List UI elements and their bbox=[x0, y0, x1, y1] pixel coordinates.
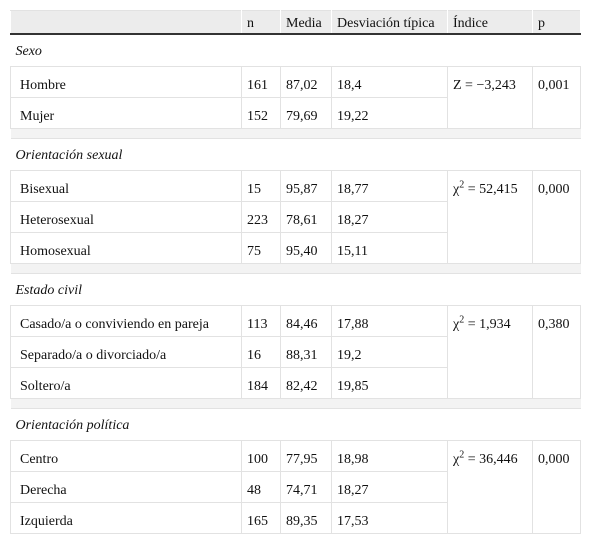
row-label: Casado/a o conviviendo en pareja bbox=[10, 305, 242, 337]
cell: 87,02 bbox=[280, 66, 332, 98]
index-cell: χ2 = 36,446 bbox=[447, 440, 533, 534]
cell: 161 bbox=[241, 66, 281, 98]
cell: 223 bbox=[241, 201, 281, 233]
cell: 165 bbox=[241, 502, 281, 534]
cell: 18,98 bbox=[331, 440, 448, 472]
index-cell: χ2 = 1,934 bbox=[447, 305, 533, 399]
cell: 77,95 bbox=[280, 440, 332, 472]
p-cell: 0,001 bbox=[532, 66, 581, 129]
spacer-cell bbox=[10, 128, 581, 139]
cell: 75 bbox=[241, 232, 281, 264]
cell: 79,69 bbox=[280, 97, 332, 129]
cell: 19,2 bbox=[331, 336, 448, 368]
cell: 95,40 bbox=[280, 232, 332, 264]
section-row: Estado civil bbox=[10, 273, 581, 306]
data-row: Heterosexual 223 78,61 18,27 bbox=[10, 201, 581, 233]
index-prefix: Z = −3,243 bbox=[453, 78, 516, 93]
cell: 48 bbox=[241, 471, 281, 503]
spacer-row bbox=[10, 398, 581, 409]
header-cell: n bbox=[241, 10, 281, 35]
index-value: = 1,934 bbox=[464, 317, 511, 332]
data-row: Casado/a o conviviendo en pareja 113 84,46… bbox=[10, 305, 581, 399]
header-cell: p bbox=[532, 10, 581, 35]
header-cell: Media bbox=[280, 10, 332, 35]
cell: 18,27 bbox=[331, 471, 448, 503]
spacer-row bbox=[10, 128, 581, 139]
row-label: Soltero/a bbox=[10, 367, 242, 399]
header-cell bbox=[10, 10, 242, 35]
section-row: Orientación sexual bbox=[10, 138, 581, 171]
index-power: 2 bbox=[459, 314, 465, 326]
cell: 95,87 bbox=[280, 170, 332, 202]
data-row: Izquierda 165 89,35 17,53 bbox=[10, 502, 581, 534]
data-row: Centro 100 77,95 18,98 χ2 = 36,446 0,000 bbox=[10, 440, 581, 534]
row-label: Bisexual bbox=[10, 170, 242, 202]
cell: 15,11 bbox=[331, 232, 448, 264]
cell: 18,27 bbox=[331, 201, 448, 233]
cell: 17,53 bbox=[331, 502, 448, 534]
index-prefix: χ bbox=[453, 317, 460, 332]
cell: 152 bbox=[241, 97, 281, 129]
cell: 18,4 bbox=[331, 66, 448, 98]
index-prefix: χ bbox=[453, 182, 460, 197]
p-cell: 0,000 bbox=[532, 170, 581, 264]
data-row: Separado/a o divorciado/a 16 88,31 19,2 bbox=[10, 336, 581, 368]
spacer-cell bbox=[10, 263, 581, 274]
section-title: Sexo bbox=[10, 33, 581, 67]
index-value: = 36,446 bbox=[464, 452, 518, 467]
spacer-cell bbox=[10, 398, 581, 409]
table-header: n Media Desviación típica Índice p bbox=[10, 10, 581, 35]
data-row: Mujer 152 79,69 19,22 bbox=[10, 97, 581, 129]
cell: 89,35 bbox=[280, 502, 332, 534]
index-prefix: χ bbox=[453, 452, 460, 467]
cell: 78,61 bbox=[280, 201, 332, 233]
index-power: 2 bbox=[459, 179, 465, 191]
row-label: Centro bbox=[10, 440, 242, 472]
p-cell: 0,380 bbox=[532, 305, 581, 399]
cell: 113 bbox=[241, 305, 281, 337]
row-label: Hombre bbox=[10, 66, 242, 98]
cell: 84,46 bbox=[280, 305, 332, 337]
section-title: Orientación sexual bbox=[10, 138, 581, 171]
row-label: Derecha bbox=[10, 471, 242, 503]
cell: 74,71 bbox=[280, 471, 332, 503]
index-value: = 52,415 bbox=[464, 182, 518, 197]
data-row: Bisexual 15 95,87 18,77 χ2 = 52,415 0,000 bbox=[10, 170, 581, 264]
index-cell: χ2 = 52,415 bbox=[447, 170, 533, 264]
cell: 88,31 bbox=[280, 336, 332, 368]
index-power: 2 bbox=[459, 449, 465, 461]
header-row: n Media Desviación típica Índice p bbox=[10, 10, 581, 35]
section-row: Sexo bbox=[10, 33, 581, 67]
section-title: Orientación política bbox=[10, 408, 581, 441]
data-table: n Media Desviación típica Índice p Sexo Hombr… bbox=[10, 10, 581, 534]
header-cell: Índice bbox=[447, 10, 533, 35]
row-label: Izquierda bbox=[10, 502, 242, 534]
cell: 100 bbox=[241, 440, 281, 472]
cell: 15 bbox=[241, 170, 281, 202]
index-cell: Z = −3,243 bbox=[447, 66, 533, 129]
cell: 17,88 bbox=[331, 305, 448, 337]
cell: 184 bbox=[241, 367, 281, 399]
cell: 82,42 bbox=[280, 367, 332, 399]
cell: 18,77 bbox=[331, 170, 448, 202]
p-cell: 0,000 bbox=[532, 440, 581, 534]
row-label: Separado/a o divorciado/a bbox=[10, 336, 242, 368]
row-label: Heterosexual bbox=[10, 201, 242, 233]
cell: 19,85 bbox=[331, 367, 448, 399]
cell: 19,22 bbox=[331, 97, 448, 129]
header-cell: Desviación típica bbox=[331, 10, 448, 35]
data-row: Hombre 161 87,02 18,4 Z = −3,243 0,001 bbox=[10, 66, 581, 129]
row-label: Mujer bbox=[10, 97, 242, 129]
cell: 16 bbox=[241, 336, 281, 368]
table-body: Sexo Hombre 161 87,02 18,4 Z = −3,243 0,001 Muj… bbox=[10, 33, 581, 534]
section-row: Orientación política bbox=[10, 408, 581, 441]
section-title: Estado civil bbox=[10, 273, 581, 306]
spacer-row bbox=[10, 263, 581, 274]
row-label: Homosexual bbox=[10, 232, 242, 264]
